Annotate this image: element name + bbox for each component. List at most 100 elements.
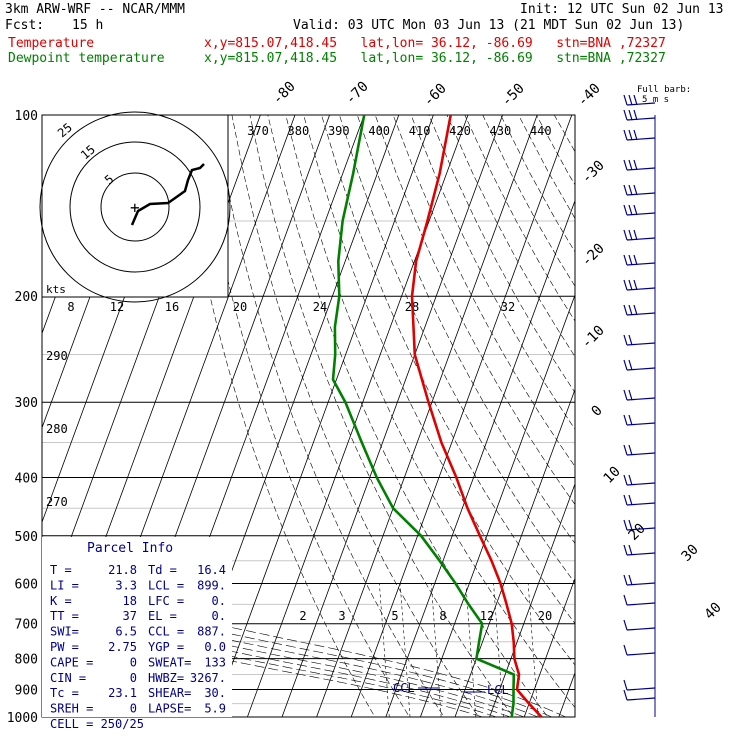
forecast-label: Fcst: <box>5 18 45 33</box>
wind-barb <box>623 594 656 606</box>
pressure-label: 700 <box>15 618 38 633</box>
isotherm-line <box>212 115 434 717</box>
parcel-value: 16.4 <box>197 563 226 577</box>
wind-barb <box>623 229 656 241</box>
hodograph-box <box>41 114 229 298</box>
isotherm-line <box>489 482 575 717</box>
isotherm-line <box>350 115 573 717</box>
parcel-value: 887. <box>197 625 226 639</box>
theta-label: 390 <box>328 124 350 138</box>
wind-barb <box>623 679 656 691</box>
wind-barb <box>623 414 656 426</box>
isotherm-label: 20 <box>626 521 649 544</box>
dry-adiabat-line <box>231 115 480 717</box>
mixing-ratio-line <box>379 583 390 717</box>
isotherm-label: -70 <box>343 79 372 108</box>
valid-time: Valid: 03 UTC Mon 03 Jun 13 (21 MDT Sun … <box>293 18 685 33</box>
barb-legend-units: 5 m s <box>642 95 669 105</box>
parcel-value: 18 <box>123 594 137 608</box>
plot-frame <box>41 114 576 718</box>
wind-barb <box>623 389 656 401</box>
dewpoint-line <box>331 115 516 717</box>
wind-barb <box>623 109 656 121</box>
parcel-label: PW = <box>50 640 79 654</box>
wind-barb <box>623 304 656 316</box>
moist-adiabat-label: 12 <box>110 300 124 314</box>
parcel-value: 3.3 <box>115 578 137 592</box>
mixing-ratio-label: 5 <box>391 609 398 623</box>
theta-label: 420 <box>449 124 471 138</box>
isotherm-line <box>558 671 575 717</box>
isotherm-line <box>316 115 538 717</box>
dry-adiabat-line <box>321 115 575 625</box>
isotherm-label: 0 <box>589 403 606 420</box>
parcel-info-title: Parcel Info <box>87 541 173 556</box>
mixing-ratio-label: 20 <box>538 609 552 623</box>
isotherm-line <box>281 115 503 717</box>
wind-barb <box>623 159 656 171</box>
moist-adiabat-label: 8 <box>67 300 74 314</box>
wind-barb <box>623 574 656 586</box>
isotherm-label: -80 <box>270 79 299 108</box>
dry-adiabat-line <box>392 115 575 467</box>
wind-barb <box>623 544 656 556</box>
isotherm-label: -50 <box>499 81 528 110</box>
theta-label: 430 <box>490 124 512 138</box>
isotherm-label: 10 <box>601 464 624 487</box>
wind-barb <box>623 689 656 701</box>
parcel-label: SHEAR= <box>148 686 191 700</box>
isotherm-line <box>419 293 575 717</box>
init-time: Init: 12 UTC Sun 02 Jun 13 <box>520 2 724 17</box>
wind-barb <box>623 644 656 656</box>
moist-adiabat-label: 32 <box>501 300 515 314</box>
parcel-label: HWBZ= <box>148 671 184 685</box>
theta-label-left: 280 <box>46 422 68 436</box>
parcel-label: Tc = <box>50 686 79 700</box>
hodograph-ring <box>100 172 170 242</box>
parcel-label: LFC = <box>148 594 184 608</box>
pressure-label: 600 <box>15 577 38 592</box>
dry-adiabat-line <box>374 115 575 505</box>
isotherm-label: -20 <box>579 241 608 270</box>
parcel-value: 6.5 <box>115 625 137 639</box>
parcel-value: 21.8 <box>108 563 137 577</box>
isotherm-line <box>523 577 575 717</box>
dry-adiabat-line <box>339 115 575 584</box>
isotherm-line <box>454 388 575 717</box>
wind-barb <box>623 519 656 531</box>
isotherm-label: 30 <box>679 542 702 565</box>
parcel-label: CIN = <box>50 671 86 685</box>
parcel-value: 899. <box>197 578 226 592</box>
theta-label: 440 <box>530 124 552 138</box>
parcel-label: EL = <box>148 609 177 623</box>
parcel-label: T = <box>50 563 72 577</box>
isotherm-label: 40 <box>702 600 725 623</box>
parcel-value: 5.9 <box>204 702 226 716</box>
temperature-location: x,y=815.07,418.45 lat,lon= 36.12, -86.69… <box>204 36 666 51</box>
dewpoint-legend: Dewpoint temperature <box>8 51 165 66</box>
parcel-value: 23.1 <box>108 686 137 700</box>
temperature-legend: Temperature <box>8 36 95 51</box>
parcel-value: 0. <box>212 609 226 623</box>
barb-legend-label: Full barb: <box>637 85 691 95</box>
moist-adiabat-line <box>42 610 511 717</box>
mixing-ratio-label: 2 <box>299 609 306 623</box>
parcel-label: Td = <box>148 563 177 577</box>
wind-barb <box>623 359 656 371</box>
pressure-label: 200 <box>15 290 38 305</box>
theta-label: 380 <box>288 124 310 138</box>
ccl-annotation: CCL <box>393 681 415 695</box>
mixing-ratio-line <box>465 583 477 717</box>
parcel-value: 30. <box>204 686 226 700</box>
wind-barb <box>623 279 656 291</box>
wind-barb <box>623 619 656 631</box>
mixing-ratio-line <box>430 583 442 717</box>
pressure-label: 500 <box>15 530 38 545</box>
moist-adiabat-line <box>42 621 483 717</box>
parcel-value: 0.0 <box>204 640 226 654</box>
dry-adiabat-line <box>177 115 376 717</box>
dry-adiabat-line <box>303 115 575 666</box>
parcel-label: SREH = <box>50 702 93 716</box>
isotherm-label: -30 <box>579 158 608 187</box>
